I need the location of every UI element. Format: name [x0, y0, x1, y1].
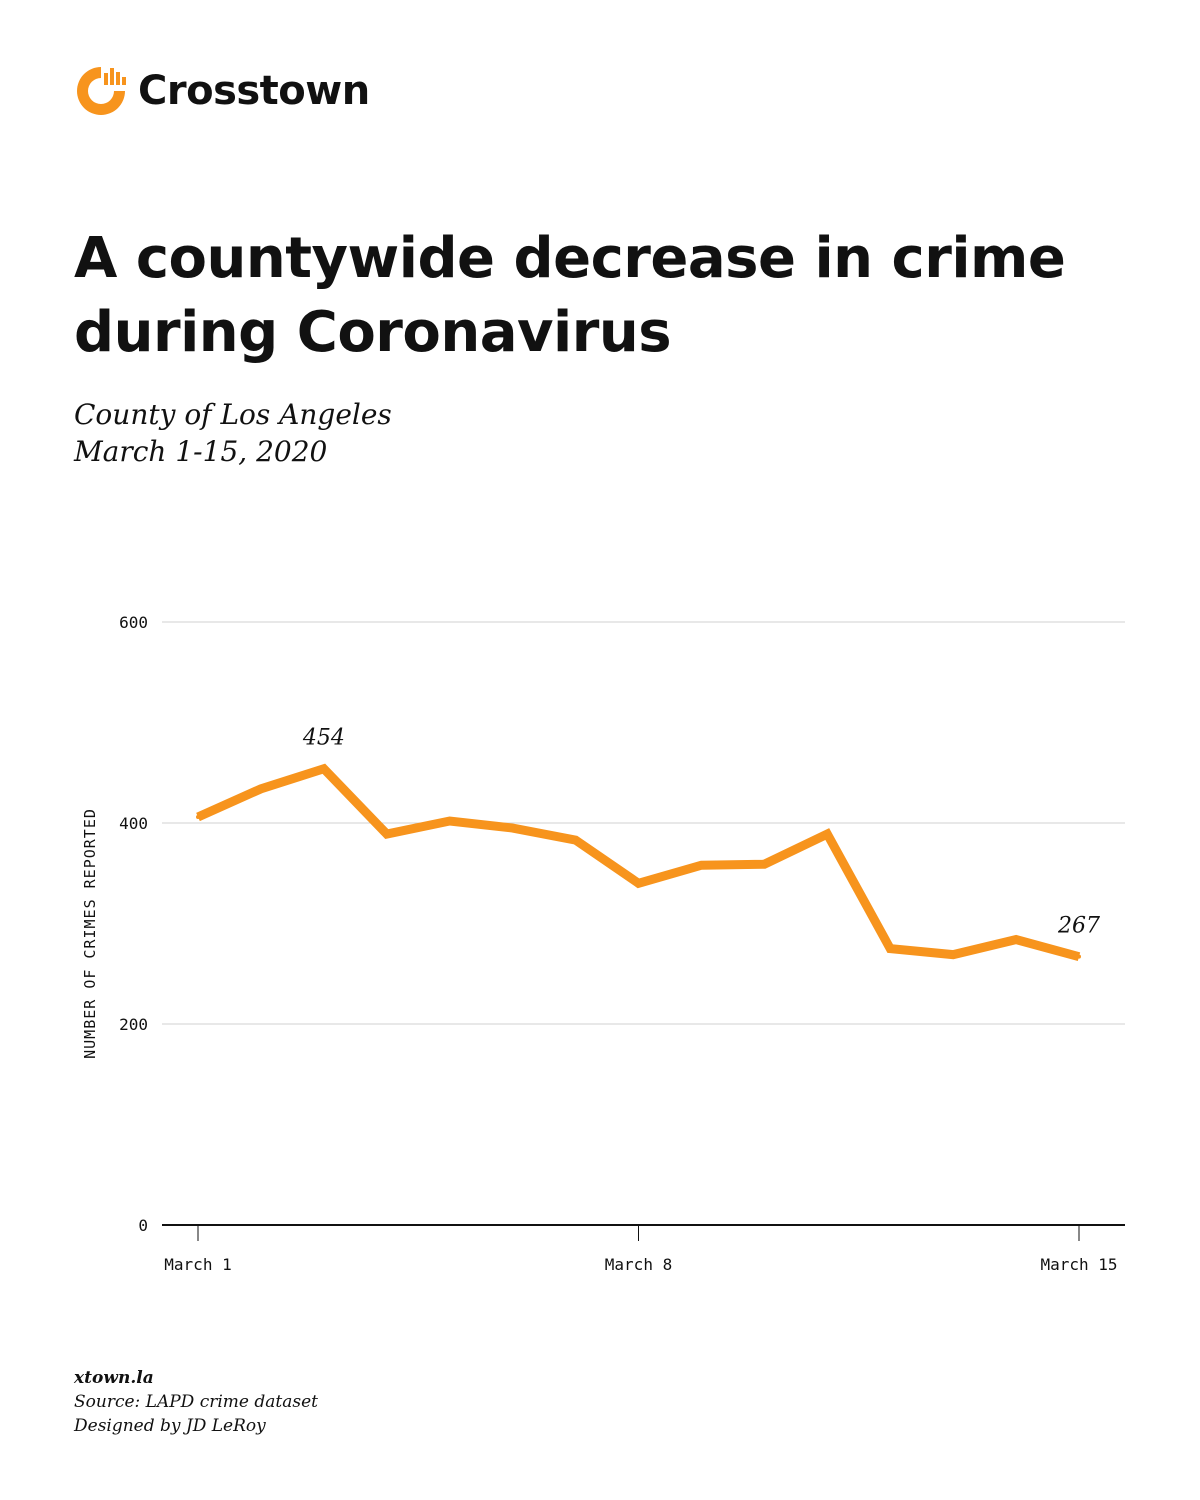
- y-tick-label: 0: [138, 1216, 148, 1235]
- data-point: [196, 814, 200, 819]
- brand-header: Crosstown: [74, 64, 370, 118]
- line-chart: 0 200 400 600 March 1 March 8 March 15 NUMBER O…: [81, 613, 1125, 1274]
- data-point: [636, 881, 641, 886]
- data-point: [762, 862, 767, 867]
- footer-source: Source: LAPD crime dataset: [74, 1392, 318, 1412]
- data-point: [825, 832, 830, 837]
- data-point: [447, 818, 452, 823]
- data-point: [321, 766, 326, 771]
- series-line: [196, 763, 1081, 962]
- data-point: [258, 786, 263, 791]
- footer: xtown.la Source: LAPD crime dataset Desi…: [74, 1366, 318, 1438]
- data-point: [573, 838, 578, 843]
- subtitle-date-range: March 1-15, 2020: [74, 435, 328, 468]
- data-point: [1077, 954, 1081, 959]
- subtitle-location: County of Los Angeles: [74, 398, 392, 431]
- x-tick-label: March 1: [164, 1255, 231, 1274]
- data-point: [951, 952, 956, 957]
- data-point: [384, 832, 389, 837]
- x-tick-label: March 8: [605, 1255, 672, 1274]
- brand-name: Crosstown: [138, 68, 370, 114]
- crosstown-logo-icon: [77, 67, 126, 115]
- chart-title: A countywide decrease in crime during Co…: [74, 226, 1066, 365]
- footer-site: xtown.la: [74, 1368, 154, 1388]
- data-label: 454: [302, 726, 345, 751]
- data-point: [1014, 937, 1019, 942]
- footer-credit: Designed by JD LeRoy: [74, 1416, 266, 1436]
- data-point: [699, 863, 704, 868]
- y-tick-label: 200: [119, 1015, 148, 1034]
- y-axis-label: NUMBER OF CRIMES REPORTED: [81, 808, 99, 1059]
- data-point: [888, 946, 893, 951]
- x-tick-label: March 15: [1040, 1255, 1117, 1274]
- data-label: 267: [1057, 914, 1100, 939]
- data-point: [510, 826, 515, 831]
- y-tick-label: 400: [119, 814, 148, 833]
- chart-subtitle: County of Los Angeles March 1-15, 2020: [74, 396, 392, 470]
- y-tick-label: 600: [119, 613, 148, 632]
